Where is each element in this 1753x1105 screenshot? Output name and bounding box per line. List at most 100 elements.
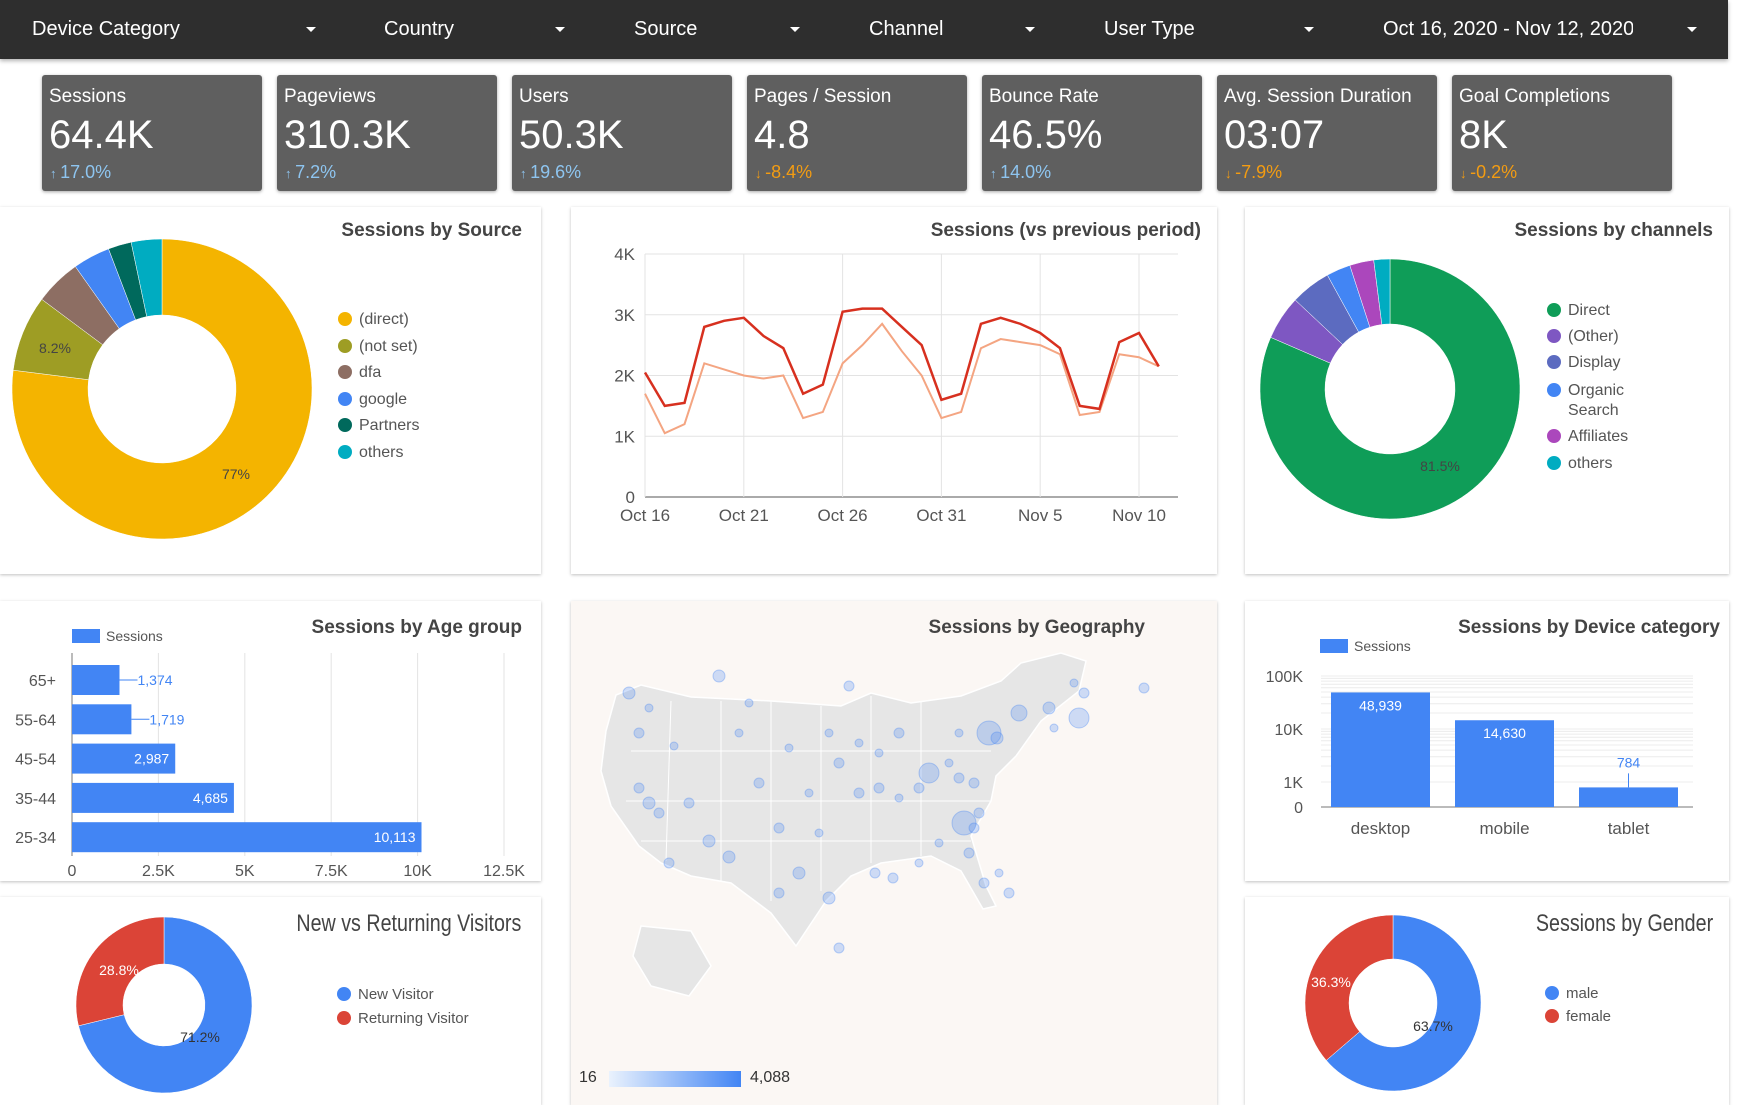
bar-mobile[interactable] bbox=[1455, 720, 1554, 807]
location-marker[interactable] bbox=[854, 738, 864, 748]
location-marker[interactable] bbox=[622, 686, 636, 700]
legend-item-new-visitor[interactable]: New Visitor bbox=[337, 986, 434, 1003]
filter-device-category[interactable]: Device Category bbox=[32, 0, 317, 59]
location-marker[interactable] bbox=[990, 731, 1004, 745]
location-marker[interactable] bbox=[833, 757, 845, 769]
location-marker[interactable] bbox=[968, 822, 980, 834]
filter-country[interactable]: Country bbox=[384, 0, 569, 59]
filter-user-type[interactable]: User Type bbox=[1104, 0, 1319, 59]
location-marker[interactable] bbox=[843, 680, 855, 692]
filter-channel[interactable]: Channel bbox=[869, 0, 1039, 59]
alaska-map-shape[interactable] bbox=[632, 925, 712, 997]
location-marker[interactable] bbox=[773, 887, 785, 899]
legend-item-not-set[interactable]: (not set) bbox=[338, 338, 418, 356]
location-marker[interactable] bbox=[633, 782, 645, 794]
location-marker[interactable] bbox=[944, 758, 954, 768]
visitors-slice-new-visitor[interactable] bbox=[78, 916, 253, 1094]
legend-item-dfa[interactable]: dfa bbox=[338, 364, 381, 382]
location-marker[interactable] bbox=[1138, 682, 1150, 694]
legend-item-returning-visitor[interactable]: Returning Visitor bbox=[337, 1010, 469, 1027]
location-marker[interactable] bbox=[1042, 701, 1056, 715]
filter-source[interactable]: Source bbox=[634, 0, 809, 59]
bar-35-44[interactable] bbox=[72, 782, 234, 813]
channels-slice-others[interactable] bbox=[1373, 258, 1391, 325]
gender-slice-female[interactable] bbox=[1304, 914, 1394, 1061]
location-marker[interactable] bbox=[792, 866, 806, 880]
location-marker[interactable] bbox=[633, 727, 645, 739]
location-marker[interactable] bbox=[669, 741, 679, 751]
kpi-card-goal-completions[interactable]: Goal Completions 8K ↓ -0.2% bbox=[1452, 75, 1672, 191]
channels-slice-direct[interactable] bbox=[1259, 258, 1521, 520]
location-marker[interactable] bbox=[722, 850, 736, 864]
location-marker[interactable] bbox=[1068, 707, 1090, 729]
legend-item-others[interactable]: others bbox=[338, 444, 403, 462]
kpi-card-pages-session[interactable]: Pages / Session 4.8 ↓ -8.4% bbox=[747, 75, 967, 191]
location-marker[interactable] bbox=[1049, 723, 1059, 733]
location-marker[interactable] bbox=[702, 834, 716, 848]
legend-item-direct[interactable]: Direct bbox=[1547, 302, 1610, 320]
series-line-previous[interactable] bbox=[644, 322, 1160, 435]
legend-item-google[interactable]: google bbox=[338, 391, 407, 409]
legend-item-other[interactable]: (Other) bbox=[1547, 328, 1619, 346]
location-marker[interactable] bbox=[963, 847, 975, 859]
location-marker[interactable] bbox=[978, 877, 990, 889]
location-marker[interactable] bbox=[1003, 887, 1015, 899]
location-marker[interactable] bbox=[873, 782, 885, 794]
location-marker[interactable] bbox=[644, 703, 654, 713]
legend-item-others[interactable]: others bbox=[1547, 455, 1612, 473]
location-marker[interactable] bbox=[822, 891, 836, 905]
kpi-card-bounce-rate[interactable]: Bounce Rate 46.5% ↑ 14.0% bbox=[982, 75, 1202, 191]
location-marker[interactable] bbox=[753, 777, 765, 789]
location-marker[interactable] bbox=[973, 807, 985, 819]
bar-45-54[interactable] bbox=[72, 743, 176, 774]
visitors-slice-returning-visitor[interactable] bbox=[75, 916, 165, 1027]
legend-item-female[interactable]: female bbox=[1545, 1008, 1611, 1025]
location-marker[interactable] bbox=[913, 782, 925, 794]
location-marker[interactable] bbox=[773, 822, 785, 834]
location-marker[interactable] bbox=[994, 868, 1004, 878]
series-line-current[interactable] bbox=[643, 307, 1160, 411]
location-marker[interactable] bbox=[814, 828, 824, 838]
bar-65[interactable] bbox=[72, 665, 120, 695]
legend-item-direct[interactable]: (direct) bbox=[338, 311, 409, 329]
location-marker[interactable] bbox=[663, 857, 675, 869]
location-marker[interactable] bbox=[683, 797, 695, 809]
kpi-card-avg-session-duration[interactable]: Avg. Session Duration 03:07 ↓ -7.9% bbox=[1217, 75, 1437, 191]
source-slice-others[interactable] bbox=[130, 238, 163, 317]
location-marker[interactable] bbox=[642, 796, 656, 810]
location-marker[interactable] bbox=[653, 807, 665, 819]
legend-item-organic-search[interactable]: Organic Search bbox=[1547, 381, 1637, 421]
bar-tablet[interactable] bbox=[1579, 787, 1678, 807]
location-marker[interactable] bbox=[712, 669, 726, 683]
location-marker[interactable] bbox=[954, 728, 964, 738]
location-marker[interactable] bbox=[953, 772, 965, 784]
location-marker[interactable] bbox=[894, 793, 904, 803]
location-marker[interactable] bbox=[833, 942, 845, 954]
location-marker[interactable] bbox=[1069, 678, 1079, 688]
bar-25-34[interactable] bbox=[72, 822, 422, 853]
location-marker[interactable] bbox=[918, 762, 940, 784]
location-marker[interactable] bbox=[951, 810, 977, 836]
location-marker[interactable] bbox=[784, 743, 794, 753]
gender-slice-male[interactable] bbox=[1325, 914, 1482, 1092]
kpi-card-sessions[interactable]: Sessions 64.4K ↑ 17.0% bbox=[42, 75, 262, 191]
location-marker[interactable] bbox=[968, 777, 980, 789]
location-marker[interactable] bbox=[824, 728, 834, 738]
kpi-card-pageviews[interactable]: Pageviews 310.3K ↑ 7.2% bbox=[277, 75, 497, 191]
location-marker[interactable] bbox=[853, 787, 865, 799]
location-marker[interactable] bbox=[914, 858, 924, 868]
location-marker[interactable] bbox=[976, 720, 1002, 746]
bar-desktop[interactable] bbox=[1331, 692, 1430, 807]
location-marker[interactable] bbox=[869, 867, 881, 879]
legend-item-male[interactable]: male bbox=[1545, 985, 1599, 1002]
source-slice-direct[interactable] bbox=[11, 238, 313, 540]
location-marker[interactable] bbox=[804, 788, 814, 798]
location-marker[interactable] bbox=[874, 748, 884, 758]
usa-map-shape[interactable] bbox=[600, 652, 1087, 948]
bar-55-64[interactable] bbox=[72, 704, 132, 735]
kpi-card-users[interactable]: Users 50.3K ↑ 19.6% bbox=[512, 75, 732, 191]
location-marker[interactable] bbox=[887, 872, 899, 884]
location-marker[interactable] bbox=[744, 698, 754, 708]
geo-map[interactable] bbox=[571, 601, 1217, 1105]
location-marker[interactable] bbox=[893, 727, 905, 739]
